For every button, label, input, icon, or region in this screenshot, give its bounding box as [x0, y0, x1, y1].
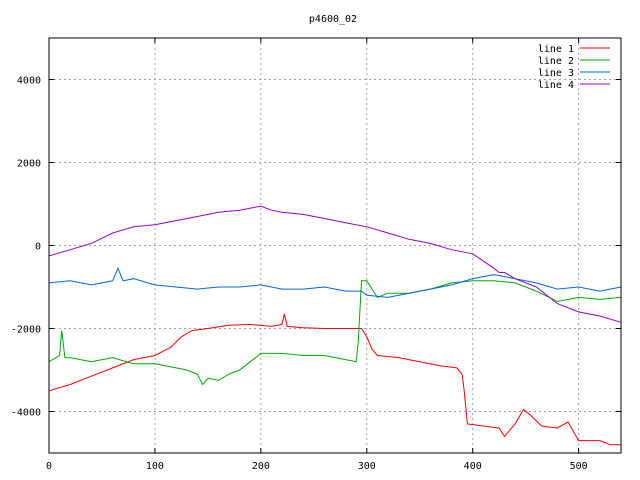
legend-label: line 1	[538, 44, 574, 55]
series-line-4	[48, 205, 622, 323]
grid	[49, 38, 621, 453]
series-layer	[48, 205, 622, 446]
y-tick-label: 4000	[17, 76, 41, 87]
series-line-3	[48, 267, 622, 298]
chart-title: p4600_02	[309, 14, 357, 25]
legend-label: line 2	[538, 56, 574, 67]
tick-labels: 0 100 200 300 400 500 -4000 -2000 0 2000 4000	[11, 38, 621, 472]
series-line-2	[48, 280, 622, 386]
x-tick-label: 200	[252, 461, 270, 472]
x-tick-label: 500	[570, 461, 588, 472]
series-line-1	[48, 313, 621, 446]
x-tick-label: 400	[464, 461, 482, 472]
legend-label: line 3	[538, 68, 574, 79]
y-tick-label: 0	[35, 242, 41, 253]
y-tick-label: 2000	[17, 159, 41, 170]
x-tick-label: 100	[146, 461, 164, 472]
y-tick-label: -2000	[11, 325, 41, 336]
x-tick-label: 300	[358, 461, 376, 472]
legend-label: line 4	[538, 80, 574, 91]
x-tick-label: 0	[46, 461, 52, 472]
y-tick-label: -4000	[11, 408, 41, 419]
